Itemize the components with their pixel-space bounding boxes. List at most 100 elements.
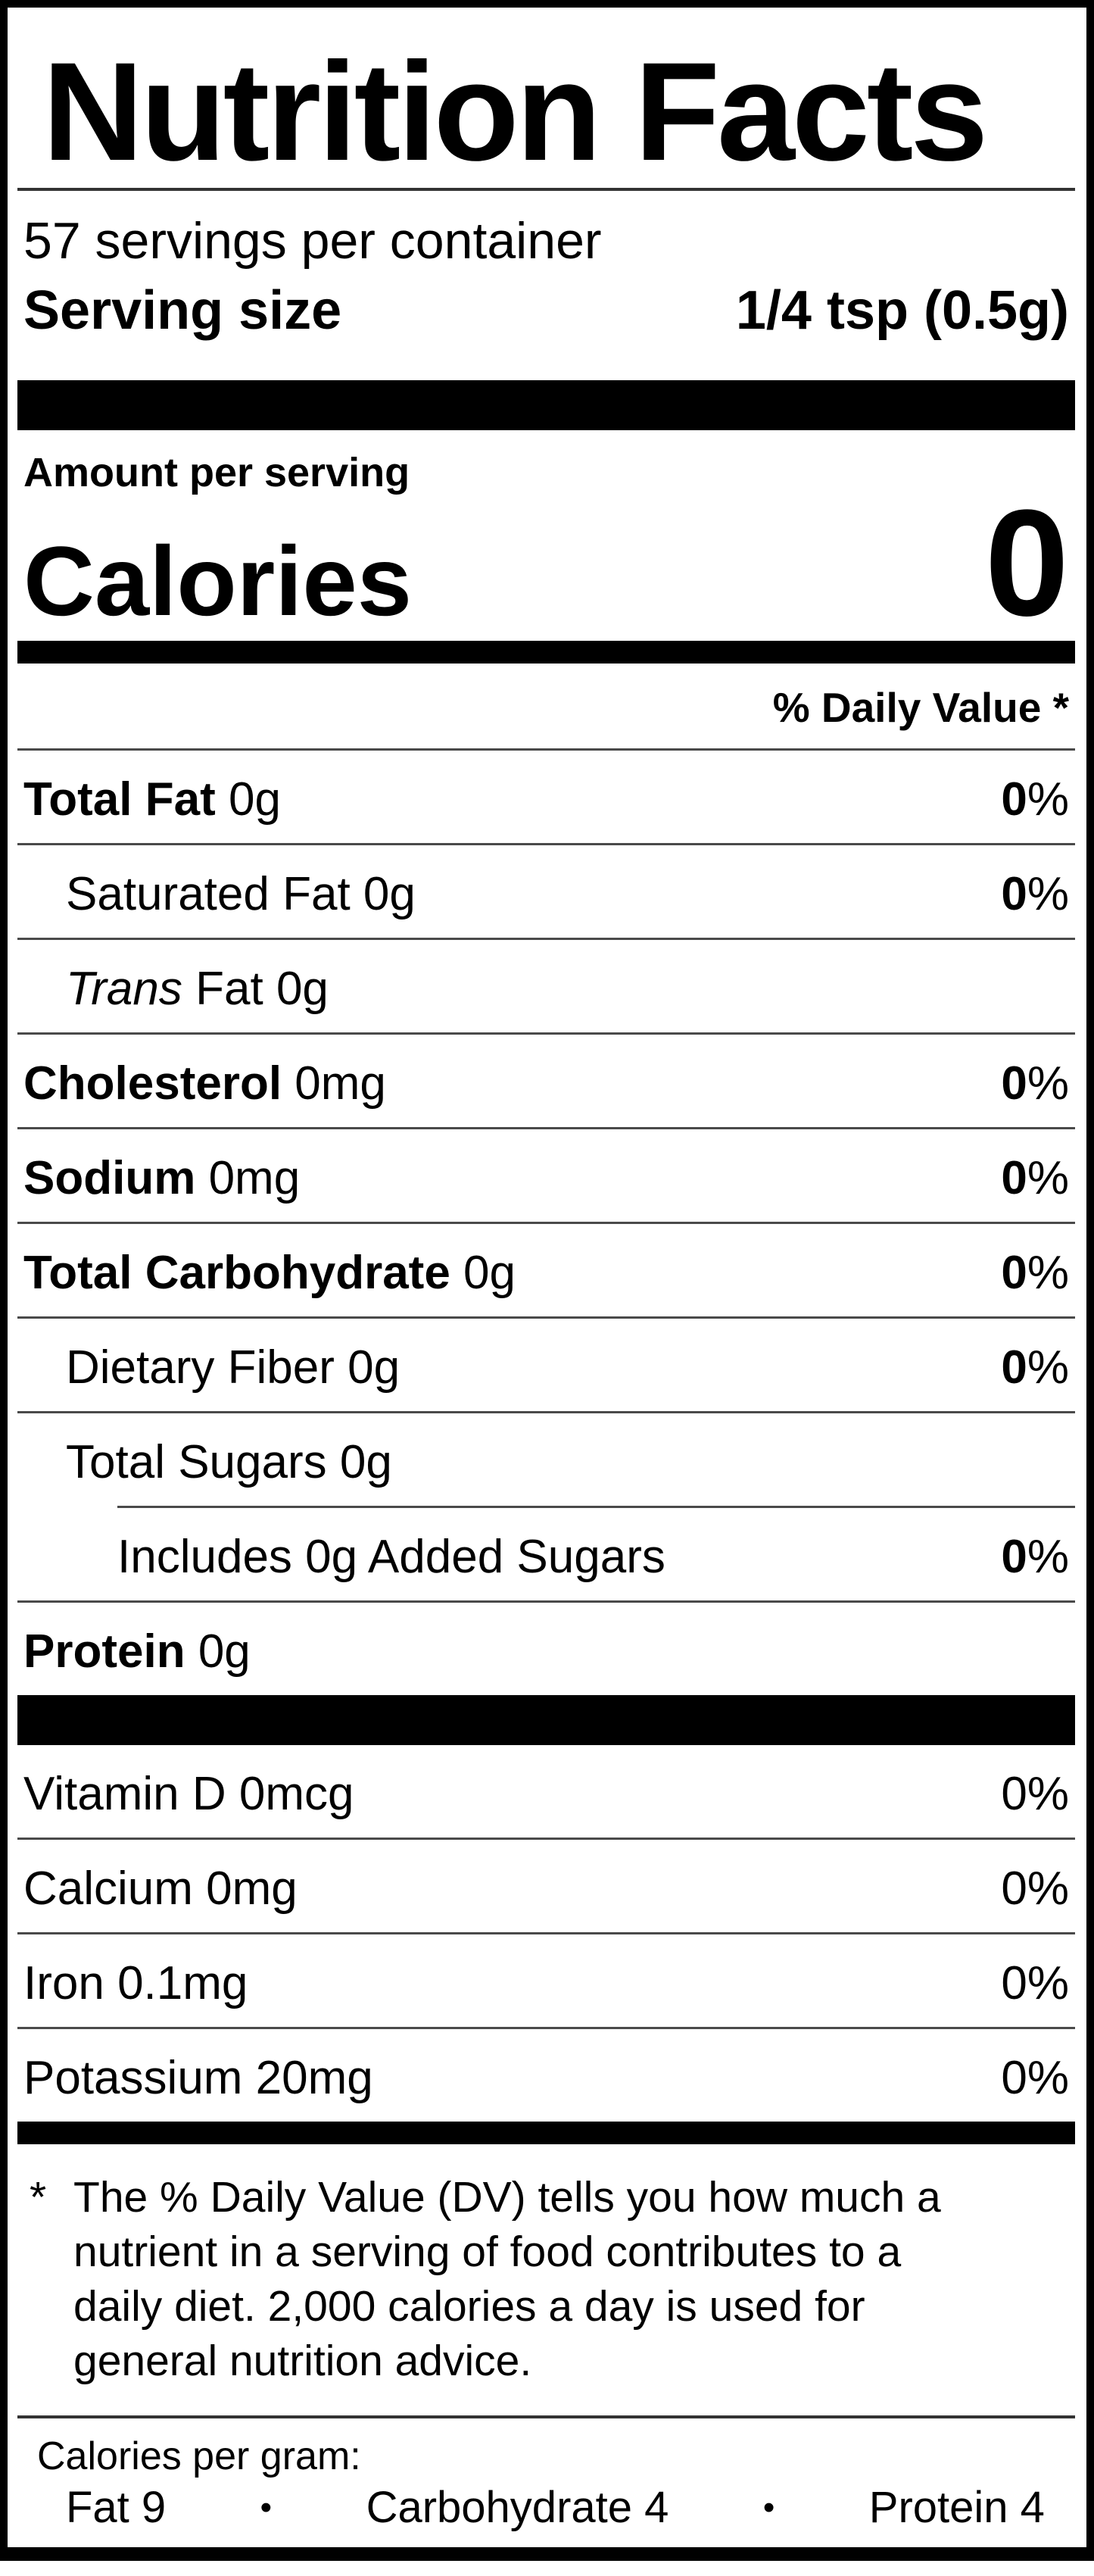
nutrient-name-text: Total Carbohydrate [23,1247,450,1299]
nutrient-name: Saturated Fat 0g [66,866,416,923]
vitamin-row: Iron 0.1mg 0% [17,1934,1075,2027]
vitamin-row: Vitamin D 0mcg 0% [17,1745,1075,1838]
row-separator [17,2027,1075,2029]
nutrient-name-text: Fat [195,963,263,1015]
nutrient-amount: 0g [363,868,416,920]
nutrient-name: Total Carbohydrate 0g [23,1245,516,1301]
nutrient-rows: Total Fat 0g 0% Saturated Fat 0g 0% Trans Fa… [17,751,1075,1695]
thick-bar-vitamins [17,1695,1075,1745]
row-separator [17,1600,1075,1603]
nutrient-name: Includes 0g Added Sugars [117,1529,665,1585]
nutrient-dv: 0% [1001,1247,1069,1299]
nutrient-name-text: Total Fat [23,773,216,826]
nutrient-name-italic: Trans [66,963,182,1015]
calories-row: Calories 0 [17,488,1075,639]
row-separator [17,1222,1075,1224]
nutrient-name: Sodium 0mg [23,1151,300,1207]
nutrient-row: Total Sugars 0g [17,1413,1075,1506]
nutrient-row: Total Carbohydrate 0g 0% [17,1224,1075,1316]
footnote-line: daily diet. 2,000 calories a day is used… [73,2282,865,2331]
bullet-separator: • [260,2489,273,2526]
medium-bar-footnote [17,2122,1075,2144]
nutrient-name-text: Includes 0g Added Sugars [117,1531,665,1583]
medium-bar-calories [17,641,1075,664]
footnote-line: The % Daily Value (DV) tells you how muc… [73,2173,941,2222]
servings-per-container: 57 servings per container [23,212,602,270]
nutrient-name-text: Total Sugars [66,1436,327,1488]
vitamin-row: Potassium 20mg 0% [17,2029,1075,2122]
nutrient-amount: 0g [198,1625,251,1678]
nutrient-dv-number: 0 [1001,1152,1027,1204]
serving-size-row: Serving size 1/4 tsp (0.5g) [17,276,1075,345]
nutrient-row: Total Fat 0g 0% [17,751,1075,843]
vitamin-amount: 0.1mg [117,1957,248,2009]
serving-size-value: 1/4 tsp (0.5g) [735,280,1069,341]
title-separator [17,188,1075,191]
vitamin-name: Vitamin D 0mcg [23,1768,354,1820]
nutrient-amount: 0mg [295,1057,386,1110]
row-separator [17,1838,1075,1840]
cpg-item: Fat 9 [66,2483,167,2532]
vitamin-dv: 0% [1001,1957,1069,2009]
thick-bar-top [17,380,1075,430]
nutrient-row: Protein 0g [17,1603,1075,1695]
nutrient-dv-number: 0 [1001,1531,1027,1583]
row-separator [117,1506,1075,1508]
nutrient-amount: 0g [339,1436,392,1488]
row-separator [17,1316,1075,1319]
nutrient-row: Sodium 0mg 0% [17,1129,1075,1222]
nutrient-dv-number: 0 [1001,868,1027,920]
nutrient-name: Total Fat 0g [23,772,281,828]
nutrient-name-text: Dietary Fiber [66,1341,335,1394]
vitamin-amount: 0mcg [238,1768,354,1820]
vitamin-rows: Vitamin D 0mcg 0% Calcium 0mg 0% Iron 0.1mg 0… [17,1745,1075,2122]
vitamin-dv: 0% [1001,1863,1069,1915]
nutrient-dv-number: 0 [1001,773,1027,826]
nutrient-name: Total Sugars 0g [66,1435,392,1491]
nutrient-dv: 0% [1001,1531,1069,1583]
nutrient-name-text: Saturated Fat [66,868,351,920]
nutrient-row: Dietary Fiber 0g 0% [17,1319,1075,1411]
cpg-item: Protein 4 [868,2483,1045,2532]
nutrient-name: Dietary Fiber 0g [66,1340,400,1396]
calories-label: Calories [23,526,413,636]
nutrient-name: Trans Fat 0g [66,961,329,1017]
nutrient-dv: 0% [1001,773,1069,826]
nutrient-row: Trans Fat 0g [17,940,1075,1032]
nutrient-name: Cholesterol 0mg [23,1056,386,1112]
nutrient-dv-number: 0 [1001,1057,1027,1110]
row-separator [17,843,1075,845]
row-separator [17,1932,1075,1934]
nutrient-dv: 0% [1001,1057,1069,1110]
amount-per-serving-label: Amount per serving [23,450,410,495]
vitamin-amount: 0mg [206,1863,298,1915]
nutrient-dv: 0% [1001,1341,1069,1394]
nutrient-row: Includes 0g Added Sugars 0% [17,1508,1075,1600]
nutrient-row: Saturated Fat 0g 0% [17,845,1075,938]
nutrient-name-text: Sodium [23,1152,196,1204]
footnote-text: The % Daily Value (DV) tells you how muc… [73,2170,1045,2388]
cpg-item: Carbohydrate 4 [366,2483,669,2532]
footnote-line: general nutrition advice. [73,2337,532,2385]
nutrient-amount: 0g [276,963,329,1015]
nutrient-amount: 0g [348,1341,401,1394]
row-separator [17,1411,1075,1413]
calories-per-gram: Calories per gram: Fat 9 • Carbohydrate 4 •… [17,2418,1075,2547]
nutrient-dv: 0% [1001,868,1069,920]
row-separator [17,748,1075,751]
bullet-separator: • [762,2489,775,2526]
nutrient-amount: 0g [463,1247,516,1299]
vitamin-name: Iron 0.1mg [23,1957,248,2009]
vitamin-dv: 0% [1001,2052,1069,2104]
row-separator [17,938,1075,940]
calories-per-gram-row: Fat 9 • Carbohydrate 4 • Protein 4 [17,2484,1075,2532]
row-separator [17,1032,1075,1035]
row-separator [17,1127,1075,1129]
serving-size-label: Serving size [23,280,342,341]
nutrient-name: Protein 0g [23,1624,251,1680]
nutrient-amount: 0g [228,773,281,826]
vitamin-dv: 0% [1001,1768,1069,1820]
nutrient-row: Cholesterol 0mg 0% [17,1035,1075,1127]
